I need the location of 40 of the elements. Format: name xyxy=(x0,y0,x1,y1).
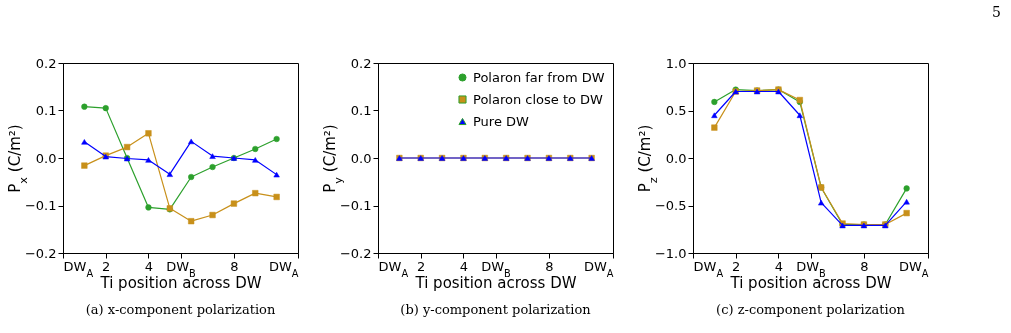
x-tick-label: DW$_{B}$ xyxy=(166,258,196,278)
text: (b) y-component polarization xyxy=(400,302,592,317)
x-tick-label: DW$_{A}$ xyxy=(378,258,409,278)
text: (a) x-component polarization xyxy=(85,302,276,317)
y-tick-label: −0.2 xyxy=(339,245,372,261)
text: 5 xyxy=(992,4,1001,20)
legend-label: Pure DW xyxy=(473,113,530,129)
y-tick-label: 0.1 xyxy=(35,103,57,118)
y-tick-label: −0.5 xyxy=(654,198,687,213)
legend-label: Polaron far from DW xyxy=(473,69,605,85)
x-tick-label: DW$_{B}$ xyxy=(481,258,511,278)
y-tick-label: −0.1 xyxy=(24,198,57,213)
x-tick-label: 8 xyxy=(545,258,554,274)
y-tick-label: 0.2 xyxy=(35,55,57,71)
text: (c) z-component polarization xyxy=(716,302,906,317)
y-tick-label: −0.1 xyxy=(339,198,372,213)
x-tick-label: 8 xyxy=(860,258,869,274)
y-tick-label: −1.0 xyxy=(654,245,687,261)
y-tick-label: −0.2 xyxy=(24,245,57,261)
y-tick-label: 0.5 xyxy=(665,103,687,118)
y-tick-label: 0.1 xyxy=(350,103,372,118)
x-tick-label: DW$_{A}$ xyxy=(693,258,724,278)
y-tick-label: 0.0 xyxy=(350,150,372,166)
legend-label: Polaron close to DW xyxy=(473,91,604,107)
x-tick-label: DW$_{A}$ xyxy=(268,258,299,278)
x-tick-label: 2 xyxy=(102,258,111,274)
y-tick-label: 0.2 xyxy=(350,55,372,71)
x-tick-label: DW$_{B}$ xyxy=(796,258,826,278)
x-tick-label: 2 xyxy=(732,258,741,274)
x-tick-label: 4 xyxy=(774,258,784,274)
y-tick-label: 1.0 xyxy=(665,55,687,71)
x-tick-label: DW$_{A}$ xyxy=(898,258,929,278)
x-tick-label: 2 xyxy=(417,258,426,274)
x-tick-label: DW$_{A}$ xyxy=(63,258,94,278)
x-tick-label: 4 xyxy=(144,258,154,274)
y-tick-label: 0.0 xyxy=(665,150,687,166)
x-tick-label: DW$_{A}$ xyxy=(583,258,614,278)
y-tick-label: 0.0 xyxy=(35,150,57,166)
x-tick-label: 4 xyxy=(459,258,469,274)
x-tick-label: 8 xyxy=(230,258,239,274)
